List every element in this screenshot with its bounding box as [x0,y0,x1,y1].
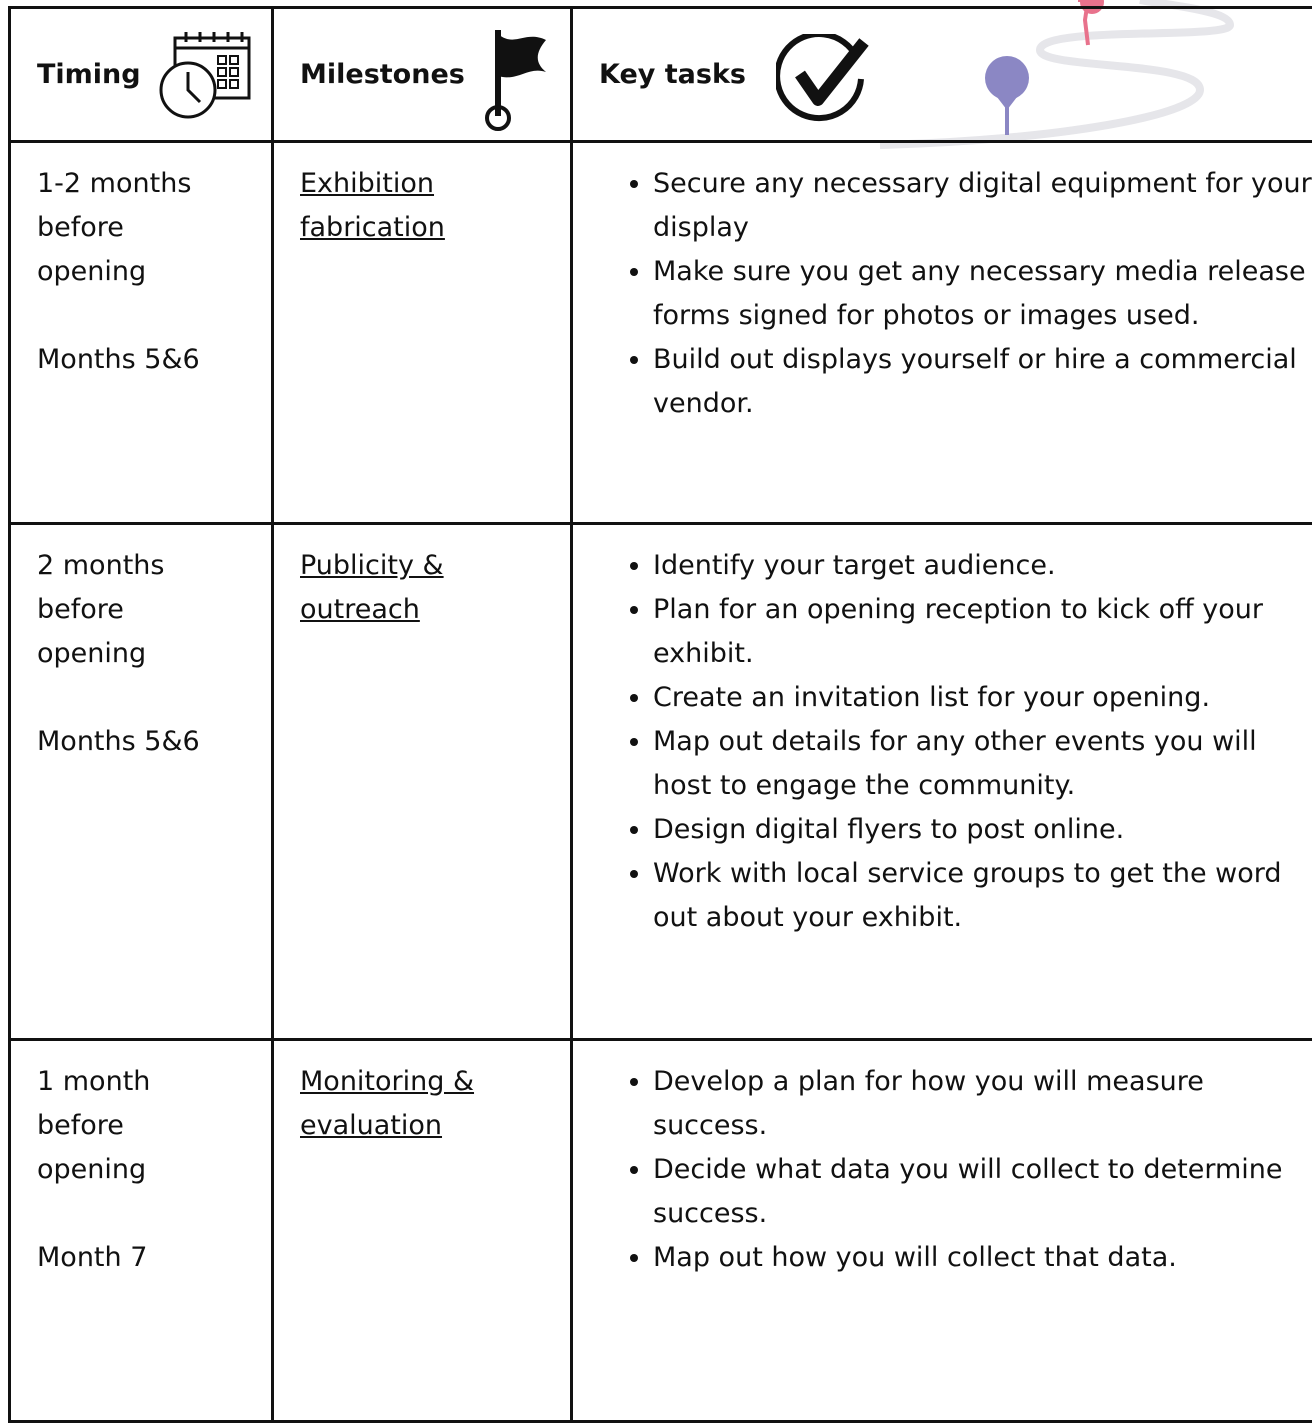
milestone-cell: Exhibition fabrication [273,142,572,524]
period-text: Month 7 [37,1236,251,1280]
task-item: Create an invitation list for your openi… [653,676,1312,720]
task-item: Make sure you get any necessary media re… [653,250,1312,338]
milestone-link[interactable]: Publicity & outreach [300,550,444,625]
tasks-cell: Develop a plan for how you will measure … [572,1040,1312,1422]
tasks-cell: Identify your target audience.Plan for a… [572,524,1312,1040]
task-list: Secure any necessary digital equipment f… [599,162,1312,426]
task-item: Decide what data you will collect to det… [653,1148,1312,1236]
task-item: Map out details for any other events you… [653,720,1312,808]
task-list: Identify your target audience.Plan for a… [599,544,1312,940]
period-text: Months 5&6 [37,338,251,382]
timing-cell: 2 months before opening Months 5&6 [10,524,273,1040]
task-item: Secure any necessary digital equipment f… [653,162,1312,250]
task-item: Develop a plan for how you will measure … [653,1060,1312,1148]
timing-text: 1-2 months before opening [37,162,227,294]
column-title: Timing [37,59,141,90]
table-wrap: Timing Milestones Key tasks 1-2 months b… [8,6,1312,1423]
task-item: Work with local service groups to get th… [653,852,1312,940]
timing-text: 1 month before opening [37,1060,227,1192]
spacer [37,676,251,720]
timeline-table: Timing Milestones Key tasks 1-2 months b… [8,6,1312,1423]
calendar-clock-icon [158,30,254,120]
task-item: Design digital flyers to post online. [653,808,1312,852]
table-body: 1-2 months before opening Months 5&6 Exhib… [10,142,1312,1422]
task-item: Identify your target audience. [653,544,1312,588]
flag-icon [480,28,550,132]
table-row: 1-2 months before opening Months 5&6 Exhib… [10,142,1312,524]
task-item: Build out displays yourself or hire a co… [653,338,1312,426]
column-title: Milestones [300,59,465,90]
period-text: Months 5&6 [37,720,251,764]
table-row: 2 months before opening Months 5&6 Publici… [10,524,1312,1040]
timing-cell: 1-2 months before opening Months 5&6 [10,142,273,524]
column-title: Key tasks [599,59,746,90]
tasks-cell: Secure any necessary digital equipment f… [572,142,1312,524]
spacer [37,1192,251,1236]
task-item: Map out how you will collect that data. [653,1236,1312,1280]
milestone-cell: Monitoring & evaluation [273,1040,572,1422]
task-item: Plan for an opening reception to kick of… [653,588,1312,676]
spacer [37,294,251,338]
timing-cell: 1 month before opening Month 7 [10,1040,273,1422]
milestone-link[interactable]: Monitoring & evaluation [300,1066,474,1141]
column-header: Key tasks [572,8,1312,142]
milestone-cell: Publicity & outreach [273,524,572,1040]
check-icon [776,34,870,124]
page: Timing Milestones Key tasks 1-2 months b… [0,0,1312,1366]
table-row: 1 month before opening Month 7 Monitoring … [10,1040,1312,1422]
timing-text: 2 months before opening [37,544,227,676]
milestone-link[interactable]: Exhibition fabrication [300,168,445,243]
task-list: Develop a plan for how you will measure … [599,1060,1312,1280]
